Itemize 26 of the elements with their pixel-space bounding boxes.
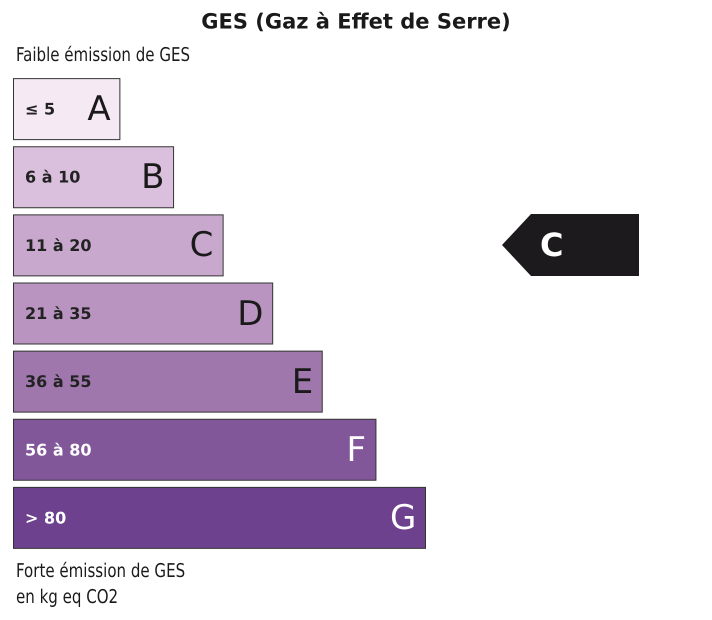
bar bbox=[13, 418, 376, 481]
annotation: E bbox=[292, 362, 314, 402]
annotation: F bbox=[346, 430, 366, 470]
bar bbox=[13, 282, 274, 345]
annotation: C bbox=[190, 225, 214, 266]
y-tick-label: ≤ 5 bbox=[25, 100, 56, 119]
text: Faible émission de GES bbox=[16, 44, 190, 66]
text: C bbox=[540, 225, 564, 266]
annotation: G bbox=[390, 498, 416, 538]
text: Forte émission de GES bbox=[16, 560, 186, 582]
bar bbox=[13, 78, 120, 140]
annotation: B bbox=[141, 157, 164, 198]
bar bbox=[13, 486, 426, 549]
bar bbox=[13, 214, 224, 276]
y-tick-label: 11 à 20 bbox=[25, 236, 92, 255]
annotation: A bbox=[87, 89, 111, 130]
annotation: D bbox=[237, 294, 264, 334]
chart-title: GES (Gaz à Effet de Serre) bbox=[201, 10, 511, 34]
bar bbox=[13, 350, 323, 413]
y-tick-label: > 80 bbox=[25, 508, 66, 528]
y-tick-label: 36 à 55 bbox=[25, 372, 92, 392]
y-tick-label: 56 à 80 bbox=[25, 440, 92, 460]
y-tick-label: 6 à 10 bbox=[25, 168, 80, 187]
text: en kg eq CO2 bbox=[16, 586, 118, 608]
y-tick-label: 21 à 35 bbox=[25, 304, 92, 323]
bar bbox=[13, 146, 174, 208]
